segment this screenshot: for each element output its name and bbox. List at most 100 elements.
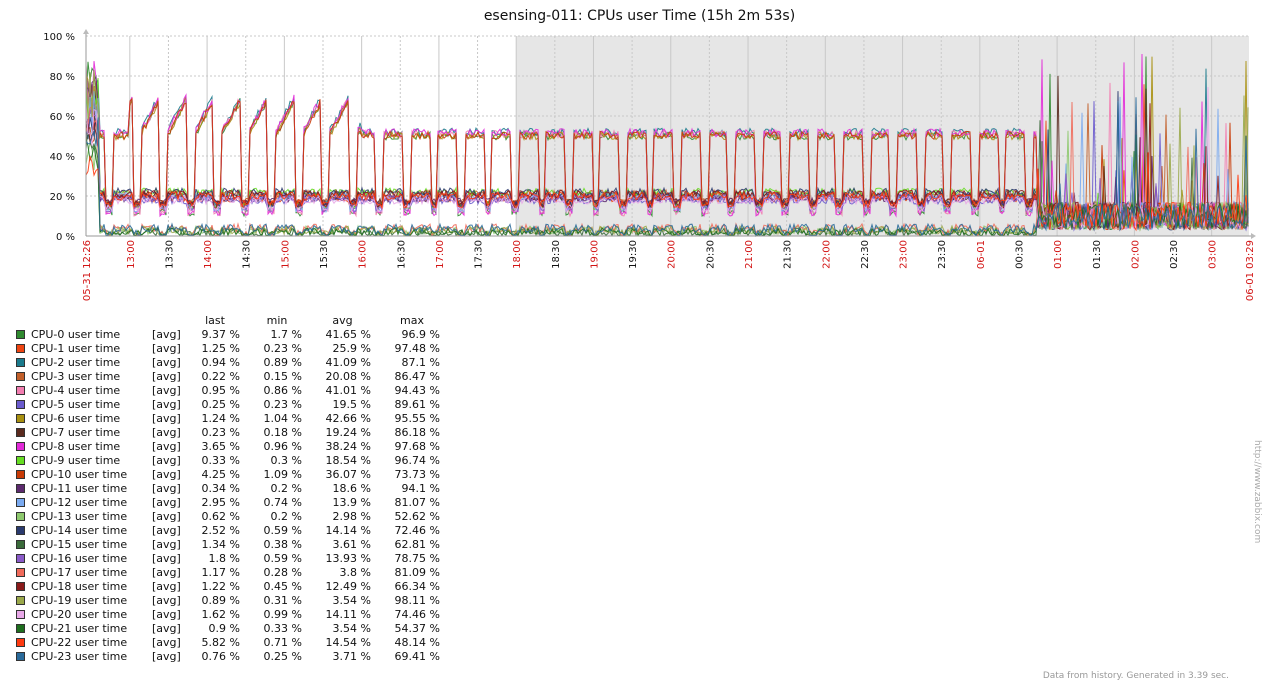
x-tick-label: 06-01 [976, 240, 987, 269]
legend-function: [avg] [152, 636, 181, 649]
legend-min: 0.99 % [263, 608, 302, 621]
series-line [85, 101, 1249, 237]
legend-min: 0.28 % [263, 566, 302, 579]
legend-min: 0.33 % [263, 622, 302, 635]
legend-max: 87.1 % [401, 356, 440, 369]
legend-function: [avg] [152, 608, 181, 621]
x-tick-label: 00:30 [1014, 240, 1025, 269]
legend-function: [avg] [152, 580, 181, 593]
legend-last: 1.25 % [201, 342, 240, 355]
legend-min: 1.7 % [270, 328, 302, 341]
legend-max: 97.68 % [394, 440, 440, 453]
legend-min: 0.38 % [263, 538, 302, 551]
x-tick-label: 21:30 [783, 240, 794, 269]
legend-max: 52.62 % [394, 510, 440, 523]
x-tick-label: 02:00 [1130, 240, 1141, 269]
legend-min: 0.15 % [263, 370, 302, 383]
legend-function: [avg] [152, 356, 181, 369]
legend-last: 0.62 % [201, 510, 240, 523]
legend-swatch [16, 414, 25, 423]
legend-avg: 13.93 % [325, 552, 371, 565]
legend-swatch [16, 372, 25, 381]
legend-last: 2.95 % [201, 496, 240, 509]
legend-max: 74.46 % [394, 608, 440, 621]
legend-avg: 38.24 % [325, 440, 371, 453]
x-tick-label: 02:30 [1169, 240, 1180, 269]
legend-last: 9.37 % [201, 328, 240, 341]
series-line [85, 103, 1249, 231]
x-tick-label: 01:30 [1092, 240, 1103, 269]
x-tick-label: 23:00 [899, 240, 910, 269]
legend-swatch [16, 484, 25, 493]
y-tick-label: 60 % [50, 112, 75, 123]
legend-max: 89.61 % [394, 398, 440, 411]
legend-swatch [16, 596, 25, 605]
legend-series-name: CPU-20 user time [31, 608, 128, 621]
legend-series-name: CPU-23 user time [31, 650, 128, 663]
x-tick-label: 19:30 [628, 240, 639, 269]
legend-swatch [16, 498, 25, 507]
y-tick-label: 0 % [56, 232, 75, 243]
x-axis-arrow [1251, 233, 1256, 239]
legend-function: [avg] [152, 426, 181, 439]
legend-avg: 25.9 % [332, 342, 371, 355]
legend-avg: 3.61 % [332, 538, 371, 551]
legend-min: 0.74 % [263, 496, 302, 509]
legend-max: 62.81 % [394, 538, 440, 551]
legend-function: [avg] [152, 328, 181, 341]
legend-last: 0.89 % [201, 594, 240, 607]
series-line [85, 152, 1249, 232]
legend-max: 72.46 % [394, 524, 440, 537]
legend-last: 0.94 % [201, 356, 240, 369]
legend-series-name: CPU-8 user time [31, 440, 121, 453]
x-tick-label: 13:30 [164, 240, 175, 269]
series-line [85, 134, 1249, 237]
legend-function: [avg] [152, 524, 181, 537]
x-tick-label: 14:30 [242, 240, 253, 269]
y-tick-label: 100 % [43, 32, 75, 43]
legend-max: 69.41 % [394, 650, 440, 663]
legend-series-name: CPU-5 user time [31, 398, 121, 411]
legend-avg: 2.98 % [332, 510, 371, 523]
legend-min: 0.86 % [263, 384, 302, 397]
legend-last: 1.17 % [201, 566, 240, 579]
x-tick-label: 15:30 [319, 240, 330, 269]
legend-function: [avg] [152, 566, 181, 579]
x-tick-label: 19:00 [589, 240, 600, 269]
legend-function: [avg] [152, 384, 181, 397]
legend-series-name: CPU-16 user time [31, 552, 128, 565]
x-tick-label: 18:00 [512, 240, 523, 269]
legend-swatch [16, 554, 25, 563]
legend-last: 0.33 % [201, 454, 240, 467]
legend-function: [avg] [152, 510, 181, 523]
legend-last: 1.8 % [208, 552, 240, 565]
legend-max: 94.1 % [401, 482, 440, 495]
legend-avg: 18.54 % [325, 454, 371, 467]
legend-max: 96.74 % [394, 454, 440, 467]
legend-swatch [16, 386, 25, 395]
series-lines [85, 53, 1249, 238]
legend-min: 0.25 % [263, 650, 302, 663]
legend-avg: 42.66 % [325, 412, 371, 425]
legend-swatch [16, 358, 25, 367]
legend-series-name: CPU-18 user time [31, 580, 128, 593]
legend-series-name: CPU-9 user time [31, 454, 121, 467]
legend-last: 0.23 % [201, 426, 240, 439]
x-tick-label: 20:00 [667, 240, 678, 269]
legend-avg: 19.24 % [325, 426, 371, 439]
legend-series-name: CPU-22 user time [31, 636, 128, 649]
legend-header-min: min [266, 314, 288, 327]
legend-max: 94.43 % [394, 384, 440, 397]
legend-swatch [16, 470, 25, 479]
legend-last: 0.95 % [201, 384, 240, 397]
legend-function: [avg] [152, 538, 181, 551]
legend-avg: 3.8 % [339, 566, 371, 579]
legend-max: 81.07 % [394, 496, 440, 509]
legend-swatch [16, 638, 25, 647]
legend-series-name: CPU-21 user time [31, 622, 128, 635]
legend-last: 0.25 % [201, 398, 240, 411]
legend-min: 0.23 % [263, 398, 302, 411]
legend-min: 1.04 % [263, 412, 302, 425]
legend-last: 0.9 % [208, 622, 240, 635]
legend-avg: 36.07 % [325, 468, 371, 481]
